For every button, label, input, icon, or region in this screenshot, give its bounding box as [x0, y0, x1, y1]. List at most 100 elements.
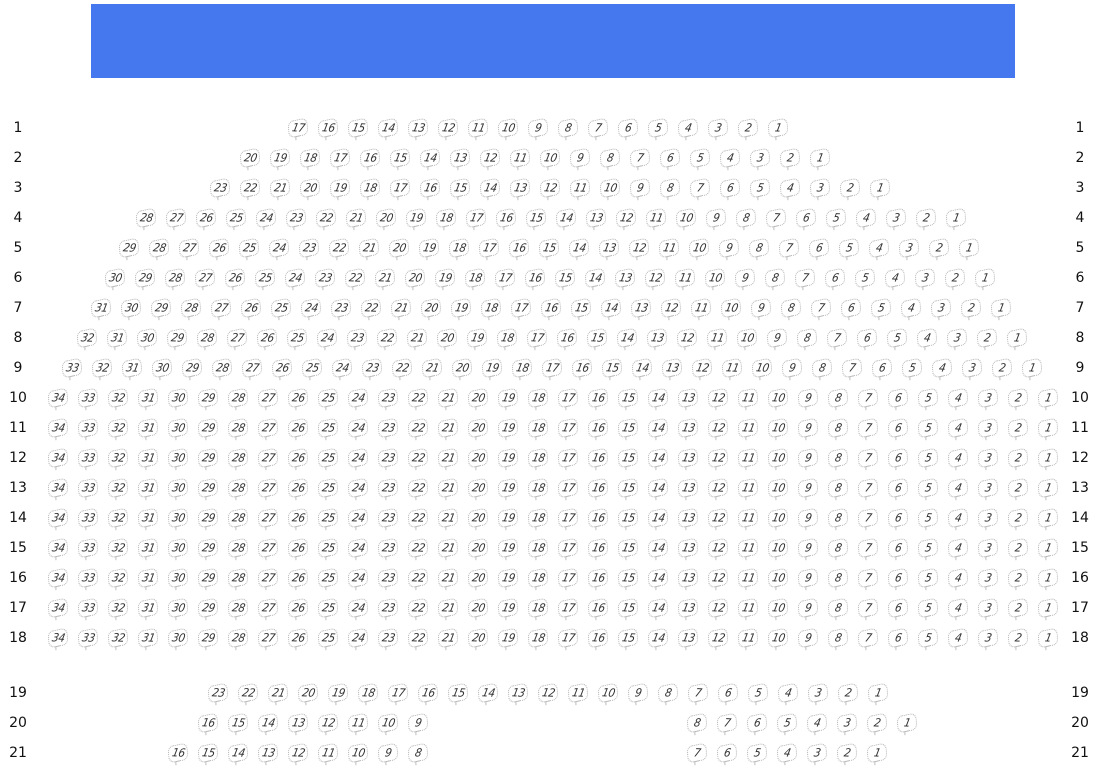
seat[interactable]: 2 — [1007, 537, 1029, 559]
seat[interactable]: 33 — [77, 387, 99, 409]
seat[interactable]: 25 — [317, 597, 339, 619]
seat[interactable]: 2 — [1007, 507, 1029, 529]
seat[interactable]: 1 — [1037, 537, 1059, 559]
seat[interactable]: 2 — [960, 297, 982, 319]
seat[interactable]: 25 — [317, 387, 339, 409]
seat[interactable]: 22 — [237, 682, 259, 704]
seat[interactable]: 31 — [106, 327, 128, 349]
seat[interactable]: 25 — [317, 537, 339, 559]
seat[interactable]: 27 — [178, 237, 200, 259]
seat[interactable]: 4 — [947, 417, 969, 439]
seat[interactable]: 3 — [749, 147, 771, 169]
seat[interactable]: 3 — [977, 507, 999, 529]
seat[interactable]: 10 — [767, 417, 789, 439]
seat[interactable]: 12 — [707, 597, 729, 619]
seat[interactable]: 22 — [407, 597, 429, 619]
seat[interactable]: 31 — [137, 597, 159, 619]
seat[interactable]: 2 — [944, 267, 966, 289]
seat[interactable]: 16 — [167, 742, 189, 764]
seat[interactable]: 3 — [809, 177, 831, 199]
seat[interactable]: 8 — [748, 237, 770, 259]
seat[interactable]: 33 — [77, 627, 99, 649]
seat[interactable]: 13 — [407, 117, 429, 139]
seat[interactable]: 32 — [76, 327, 98, 349]
seat[interactable]: 3 — [898, 237, 920, 259]
seat[interactable]: 29 — [197, 627, 219, 649]
seat[interactable]: 26 — [208, 237, 230, 259]
seat[interactable]: 13 — [646, 327, 668, 349]
seat[interactable]: 23 — [209, 177, 231, 199]
seat[interactable]: 21 — [345, 207, 367, 229]
seat[interactable]: 29 — [181, 357, 203, 379]
seat[interactable]: 7 — [857, 417, 879, 439]
seat[interactable]: 1 — [1037, 477, 1059, 499]
seat[interactable]: 4 — [947, 567, 969, 589]
seat[interactable]: 13 — [257, 742, 279, 764]
seat[interactable]: 8 — [686, 712, 708, 734]
seat[interactable]: 3 — [961, 357, 983, 379]
seat[interactable]: 3 — [977, 387, 999, 409]
seat[interactable]: 10 — [767, 447, 789, 469]
seat[interactable]: 31 — [137, 627, 159, 649]
seat[interactable]: 20 — [467, 507, 489, 529]
seat[interactable]: 17 — [557, 477, 579, 499]
seat[interactable]: 6 — [887, 387, 909, 409]
seat[interactable]: 3 — [806, 742, 828, 764]
seat[interactable]: 16 — [587, 627, 609, 649]
seat[interactable]: 16 — [495, 207, 517, 229]
seat[interactable]: 14 — [419, 147, 441, 169]
seat[interactable]: 13 — [677, 627, 699, 649]
seat[interactable]: 28 — [196, 327, 218, 349]
seat[interactable]: 11 — [658, 237, 680, 259]
seat[interactable]: 23 — [346, 327, 368, 349]
seat[interactable]: 18 — [299, 147, 321, 169]
seat[interactable]: 5 — [917, 537, 939, 559]
seat[interactable]: 1 — [866, 742, 888, 764]
seat[interactable]: 16 — [197, 712, 219, 734]
seat[interactable]: 11 — [567, 682, 589, 704]
seat[interactable]: 10 — [767, 567, 789, 589]
seat[interactable]: 17 — [557, 417, 579, 439]
seat[interactable]: 23 — [377, 477, 399, 499]
seat[interactable]: 11 — [690, 297, 712, 319]
seat[interactable]: 25 — [301, 357, 323, 379]
seat[interactable]: 15 — [617, 567, 639, 589]
seat[interactable]: 19 — [329, 177, 351, 199]
seat[interactable]: 12 — [707, 447, 729, 469]
seat[interactable]: 33 — [77, 507, 99, 529]
seat[interactable]: 8 — [780, 297, 802, 319]
seat[interactable]: 4 — [776, 742, 798, 764]
seat[interactable]: 18 — [527, 597, 549, 619]
seat[interactable]: 19 — [434, 267, 456, 289]
seat[interactable]: 26 — [195, 207, 217, 229]
seat[interactable]: 26 — [287, 597, 309, 619]
seat[interactable]: 16 — [417, 682, 439, 704]
seat[interactable]: 14 — [600, 297, 622, 319]
seat[interactable]: 22 — [239, 177, 261, 199]
seat[interactable]: 15 — [617, 537, 639, 559]
seat[interactable]: 21 — [437, 447, 459, 469]
seat[interactable]: 14 — [555, 207, 577, 229]
seat[interactable]: 5 — [749, 177, 771, 199]
seat[interactable]: 16 — [556, 327, 578, 349]
seat[interactable]: 17 — [557, 567, 579, 589]
seat[interactable]: 11 — [737, 627, 759, 649]
seat[interactable]: 2 — [866, 712, 888, 734]
seat[interactable]: 13 — [614, 267, 636, 289]
seat[interactable]: 6 — [887, 597, 909, 619]
seat[interactable]: 13 — [661, 357, 683, 379]
seat[interactable]: 7 — [689, 177, 711, 199]
seat[interactable]: 5 — [917, 597, 939, 619]
seat[interactable]: 18 — [464, 267, 486, 289]
seat[interactable]: 9 — [766, 327, 788, 349]
seat[interactable]: 4 — [947, 597, 969, 619]
seat[interactable]: 33 — [77, 417, 99, 439]
seat[interactable]: 28 — [227, 387, 249, 409]
seat[interactable]: 34 — [47, 627, 69, 649]
seat[interactable]: 27 — [257, 417, 279, 439]
seat[interactable]: 10 — [704, 267, 726, 289]
seat[interactable]: 33 — [77, 447, 99, 469]
seat[interactable]: 14 — [631, 357, 653, 379]
seat[interactable]: 7 — [686, 742, 708, 764]
seat[interactable]: 25 — [270, 297, 292, 319]
